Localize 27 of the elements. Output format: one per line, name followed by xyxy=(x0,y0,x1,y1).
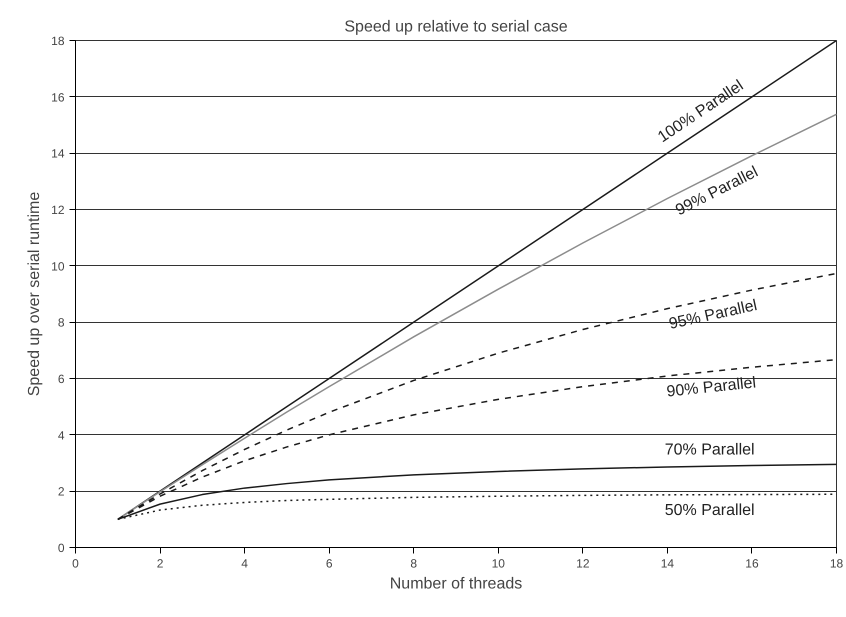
y-tick-label: 10 xyxy=(51,259,65,274)
x-tick-label: 16 xyxy=(745,556,759,570)
x-tick-label: 0 xyxy=(72,556,80,570)
x-tick-label: 8 xyxy=(410,556,418,570)
x-tick-label: 12 xyxy=(576,556,590,570)
text: 95% Parallel xyxy=(667,297,759,333)
y-tick-label: 0 xyxy=(58,541,65,555)
y-tick-label: 12 xyxy=(51,203,65,217)
chart-title: Speed up relative to serial case xyxy=(344,18,568,36)
x-tick-label: 18 xyxy=(830,556,844,570)
x-tick-label: 14 xyxy=(660,556,674,570)
y-axis-title: Speed up over serial runtime xyxy=(26,192,44,396)
x-tick-label: 10 xyxy=(492,556,506,570)
y-tick-label: 8 xyxy=(58,316,65,330)
y-tick-label: 18 xyxy=(51,34,65,48)
x-tick-label: 6 xyxy=(326,556,333,570)
y-tick-label: 14 xyxy=(51,146,65,161)
y-tick-label: 2 xyxy=(58,484,65,499)
series-label: 50% Parallel xyxy=(664,502,755,520)
text: 90% Parallel xyxy=(666,374,757,401)
y-tick-label: 6 xyxy=(58,372,65,386)
y-tick-label: 16 xyxy=(51,90,65,104)
x-tick-label: 4 xyxy=(241,556,248,570)
y-tick-label: 4 xyxy=(58,428,65,442)
x-axis-title: Number of threads xyxy=(390,576,522,592)
x-tick-label: 2 xyxy=(156,556,164,570)
series-label: 70% Parallel xyxy=(664,442,755,459)
